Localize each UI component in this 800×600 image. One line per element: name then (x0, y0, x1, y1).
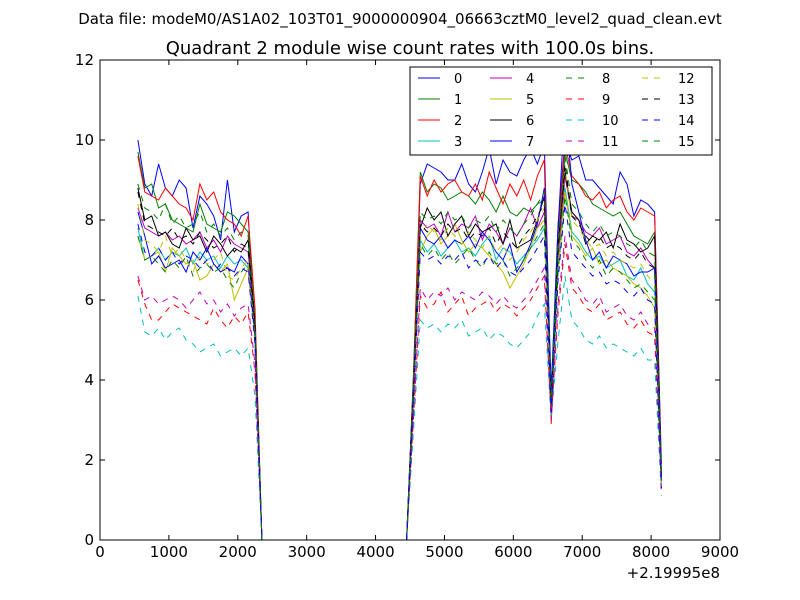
legend-label-11: 11 (602, 135, 619, 150)
y-tick-label: 12 (75, 51, 94, 69)
x-tick-label: 4000 (356, 543, 394, 561)
y-tick-label: 10 (75, 131, 94, 149)
legend-label-0: 0 (454, 72, 462, 87)
x-tick-label: 3000 (288, 543, 326, 561)
legend-label-13: 13 (678, 93, 695, 108)
series-line-13 (137, 163, 662, 541)
legend-label-9: 9 (602, 93, 610, 108)
x-tick-label: 6000 (494, 543, 532, 561)
legend-label-15: 15 (678, 135, 695, 150)
legend-label-14: 14 (678, 114, 695, 129)
legend-label-10: 10 (602, 114, 619, 129)
x-tick-label: 7000 (563, 543, 601, 561)
legend-box (409, 66, 713, 156)
x-tick-label: 5000 (425, 543, 463, 561)
legend-label-1: 1 (454, 93, 462, 108)
x-tick-label: 9000 (701, 543, 739, 561)
legend-label-3: 3 (454, 135, 462, 150)
legend-label-2: 2 (454, 114, 462, 129)
y-tick-label: 0 (84, 531, 94, 549)
y-tick-label: 2 (84, 451, 94, 469)
series-line-15 (137, 155, 662, 541)
y-tick-label: 6 (84, 291, 94, 309)
legend-label-7: 7 (526, 135, 534, 150)
series-line-12 (137, 167, 662, 541)
x-tick-label: 1000 (150, 543, 188, 561)
legend-label-5: 5 (526, 93, 534, 108)
x-tick-label: 0 (95, 543, 105, 561)
x-tick-label: 8000 (632, 543, 670, 561)
x-offset-label: +2.19995e8 (627, 564, 720, 582)
figure-suptitle: Data file: modeM0/AS1A02_103T01_90000009… (78, 10, 722, 29)
y-tick-label: 4 (84, 371, 94, 389)
x-tick-label: 2000 (219, 543, 257, 561)
legend-label-4: 4 (526, 72, 534, 87)
legend-label-8: 8 (602, 72, 610, 87)
y-tick-label: 8 (84, 211, 94, 229)
legend-label-6: 6 (526, 114, 534, 129)
x-axis: 0 1000 2000 3000 4000 5000 6000 7000 8000 9000 (95, 60, 739, 561)
legend-label-12: 12 (678, 72, 695, 87)
chart-title: Quadrant 2 module wise count rates with … (166, 38, 655, 59)
